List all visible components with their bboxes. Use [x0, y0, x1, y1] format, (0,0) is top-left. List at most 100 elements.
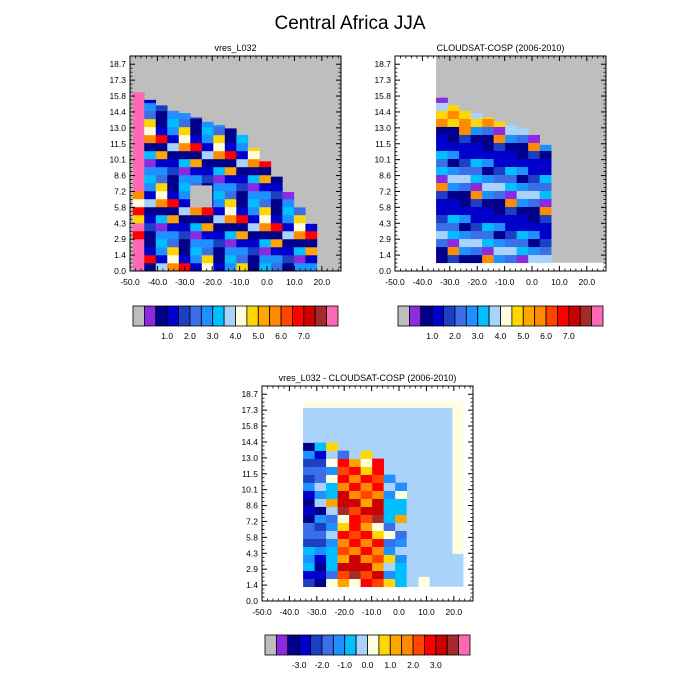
heatmap-cell — [372, 538, 384, 548]
heatmap-cell — [190, 150, 203, 160]
x-tick-label: 20.0 — [314, 277, 331, 287]
heatmap-cell — [293, 230, 306, 240]
heatmap-cell — [447, 110, 460, 119]
heatmap-cell — [314, 458, 327, 467]
colorbar-label: 5.0 — [252, 331, 264, 341]
heatmap-cell — [326, 466, 338, 475]
heatmap-cell — [516, 230, 529, 240]
heatmap-cell — [270, 254, 283, 264]
heatmap-cell — [516, 198, 529, 208]
heatmap-cell — [282, 230, 295, 240]
heatmap-cell — [178, 158, 191, 168]
heatmap-cell — [493, 150, 506, 159]
heatmap-cell — [470, 182, 483, 192]
heatmap-cell — [178, 214, 191, 224]
y-tick-label: 8.6 — [379, 171, 391, 181]
heatmap-cell — [429, 553, 464, 587]
heatmap-cell — [459, 198, 471, 208]
heatmap-cell — [190, 158, 203, 168]
y-tick-label: 0.0 — [246, 596, 258, 606]
heatmap-cell — [326, 506, 338, 515]
y-tick-label: 4.3 — [246, 548, 258, 558]
heatmap-cell — [459, 246, 471, 256]
heatmap-cell — [213, 198, 226, 208]
heatmap-cell — [270, 214, 283, 224]
heatmap-cell — [383, 490, 396, 499]
heatmap-cell — [470, 206, 483, 216]
heatmap-cell — [360, 538, 373, 548]
heatmap-cell — [459, 142, 471, 151]
colorbar-swatch — [568, 305, 581, 327]
heatmap-cell — [372, 570, 384, 580]
heatmap-cell — [224, 190, 237, 200]
heatmap-cell — [132, 254, 145, 264]
y-tick-label: 1.4 — [379, 250, 391, 260]
heatmap-cell — [305, 223, 318, 232]
heatmap-cell — [505, 222, 517, 232]
heatmap-cell — [303, 482, 315, 491]
heatmap-cell — [282, 192, 295, 200]
colorbar-label: 4.0 — [230, 331, 242, 341]
heatmap-cell — [144, 110, 157, 120]
heatmap-cell — [539, 198, 552, 208]
heatmap-cell — [459, 158, 471, 167]
heatmap-cell — [372, 546, 384, 556]
heatmap-cell — [383, 562, 396, 572]
heatmap-cell — [201, 134, 214, 144]
heatmap-cell — [155, 134, 168, 144]
heatmap-cell — [167, 158, 180, 168]
heatmap-cell — [132, 150, 145, 160]
heatmap-cell — [505, 158, 517, 167]
heatmap-cell — [360, 530, 373, 539]
heatmap-cell — [436, 182, 448, 192]
heatmap-cell — [516, 222, 529, 232]
heatmap-cell — [372, 466, 384, 475]
heatmap-cell — [132, 92, 145, 96]
heatmap-cell — [144, 254, 157, 264]
heatmap-cell — [395, 514, 407, 523]
heatmap-cell — [178, 134, 191, 144]
heatmap-cell — [482, 190, 494, 200]
heatmap-cell — [482, 182, 494, 192]
heatmap-cell — [178, 182, 191, 192]
heatmap-cell — [337, 482, 350, 491]
heatmap-cell — [201, 126, 214, 136]
colorbar-label: 1.0 — [426, 331, 438, 341]
heatmap-cell — [270, 222, 283, 232]
heatmap-cell — [167, 206, 180, 216]
heatmap-cell — [360, 522, 373, 531]
heatmap-cell — [167, 142, 180, 152]
heatmap-cell — [470, 142, 483, 151]
heatmap-cell — [190, 126, 203, 136]
heatmap-cell — [178, 113, 191, 120]
x-tick-label: 0.0 — [261, 277, 273, 287]
colorbar-swatch — [298, 634, 311, 656]
colorbar-swatch — [424, 634, 437, 656]
heatmap-cell — [372, 490, 384, 499]
heatmap-cell — [470, 126, 483, 135]
heatmap-cell — [349, 522, 361, 531]
colorbar-label: -1.0 — [337, 660, 352, 670]
heatmap-cell — [459, 230, 471, 240]
heatmap-cell — [528, 206, 540, 216]
heatmap-cell — [539, 166, 552, 175]
x-tick-label: -50.0 — [120, 277, 140, 287]
heatmap-cell — [482, 246, 494, 256]
heatmap-cell — [470, 113, 483, 119]
x-tick-label: 10.0 — [551, 277, 568, 287]
heatmap-cell — [270, 206, 283, 216]
heatmap-cell — [436, 174, 448, 183]
heatmap-cell — [436, 118, 448, 127]
heatmap-cell — [305, 246, 318, 256]
heatmap-cell — [224, 166, 237, 176]
heatmap-cell — [505, 198, 517, 208]
heatmap-cell — [236, 166, 249, 176]
panel-title: vres_L032 — [214, 43, 256, 53]
heatmap-cell — [270, 198, 283, 208]
heatmap-cell — [406, 530, 419, 539]
y-tick-label: 17.3 — [374, 75, 391, 85]
colorbar-difference: -3.0 -2.0 -1.0 0.0 1.0 2.0 3.0 — [264, 634, 471, 670]
heatmap-cell — [132, 262, 145, 272]
heatmap-cell — [383, 570, 396, 580]
heatmap-cell — [155, 158, 168, 168]
